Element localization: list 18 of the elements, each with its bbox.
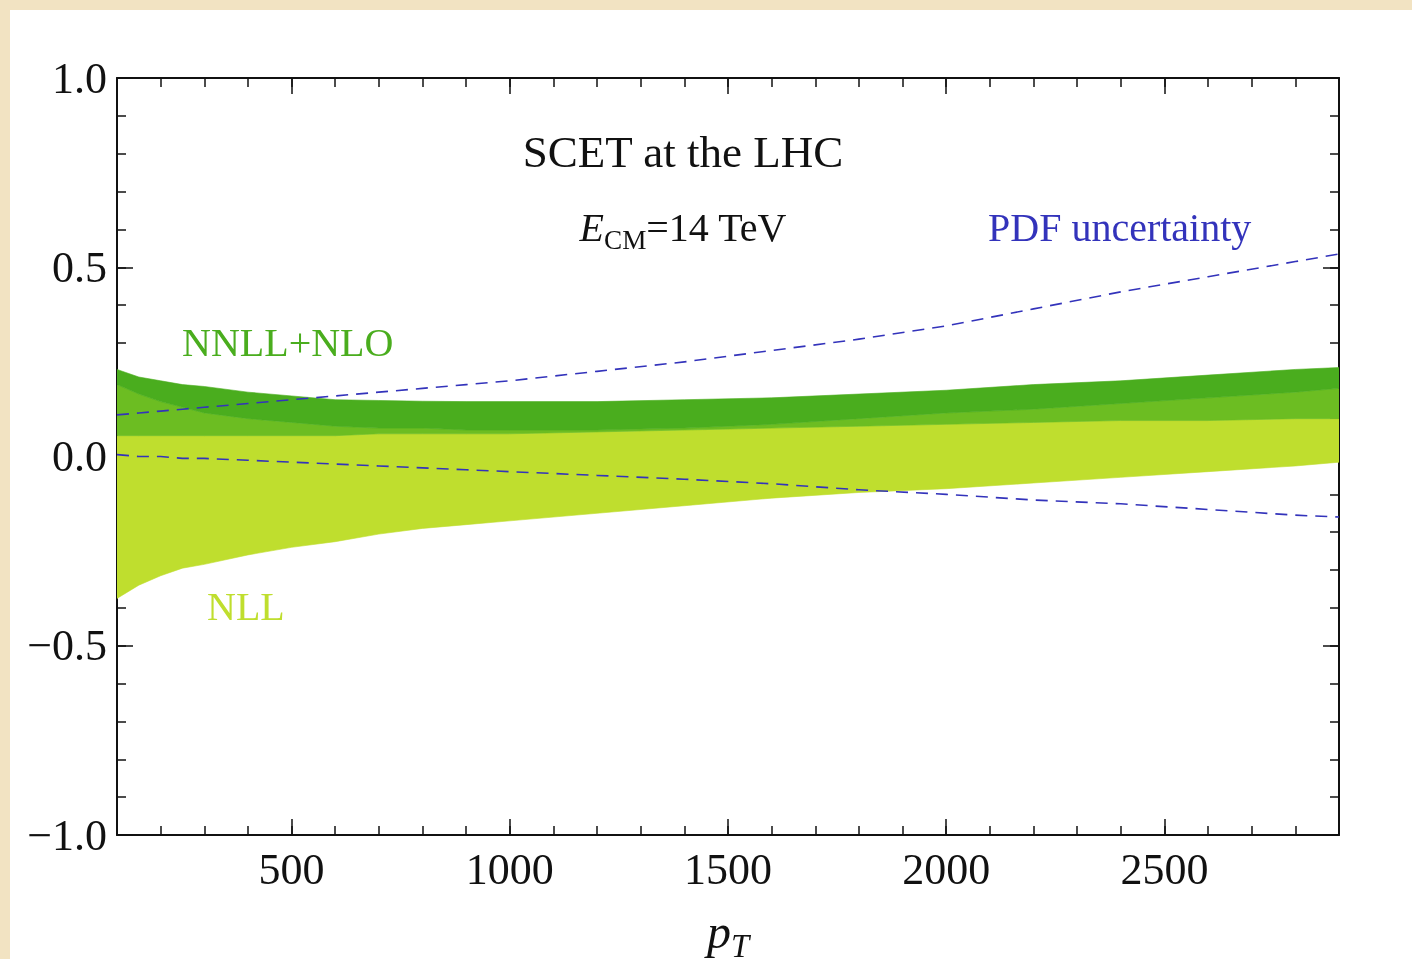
line-series — [116, 453, 1340, 518]
y-tick-label: 0.0 — [52, 432, 107, 481]
line-series — [116, 253, 1340, 416]
x-tick-label: 1000 — [465, 844, 554, 894]
text: E$_{CM}$=14 TeV — [579, 205, 787, 256]
y-tick-label: −0.5 — [27, 621, 107, 671]
y-tick-label: 1.0 — [52, 53, 107, 103]
x-tick-label: 500 — [258, 844, 325, 894]
x-tick-label: 2000 — [902, 844, 991, 894]
legend-label: NNLL+NLO — [182, 320, 394, 365]
x-axis-title: p$_{T}$ — [706, 904, 750, 959]
legend-label: NLL — [207, 584, 285, 629]
y-tick-label: 0.5 — [52, 242, 107, 292]
series-label: PDF uncertainty — [988, 205, 1252, 250]
y-tick-label: −1.0 — [27, 810, 107, 860]
x-tick-label: 2500 — [1120, 844, 1209, 894]
text: SCET at the LHC — [522, 127, 844, 178]
x-tick-label: 1500 — [684, 844, 772, 894]
